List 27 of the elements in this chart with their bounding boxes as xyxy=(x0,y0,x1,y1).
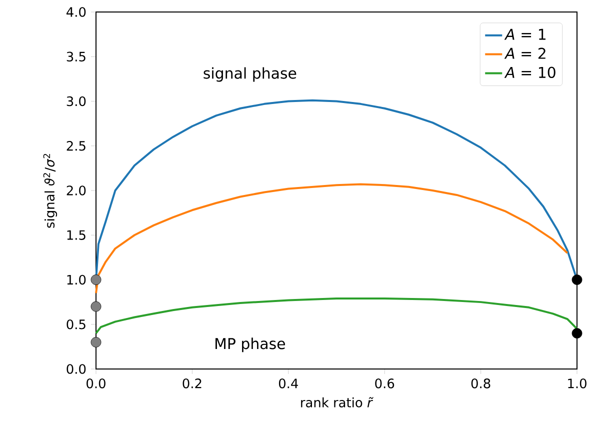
x-tick-label: 0.8 xyxy=(471,378,490,388)
y-tick-label: 0.5 xyxy=(66,319,86,330)
y-tick-label: 2.0 xyxy=(66,186,86,196)
y-tick-label: 1.5 xyxy=(67,230,86,240)
y-tick-label: 2.5 xyxy=(66,140,86,151)
annotation: signal phase xyxy=(204,67,296,82)
point xyxy=(572,274,582,285)
y-tick-label: 1.0 xyxy=(67,274,86,285)
x-tick-label: 0.2 xyxy=(182,378,202,388)
x-axis-title: rank ratio r̃ xyxy=(301,397,374,408)
y-axis-title: signal ϑ$^{2}$/σ$^{2}$ xyxy=(43,154,58,228)
legend-label: A = 1 xyxy=(504,28,546,40)
y-tick-label: 4.0 xyxy=(66,7,86,17)
point xyxy=(572,328,582,338)
y-tick-label: 3.0 xyxy=(66,96,86,106)
y-tick-label: 3.5 xyxy=(66,52,86,62)
point xyxy=(90,337,102,348)
annotation: MP phase xyxy=(216,338,285,352)
point xyxy=(90,301,102,312)
x-tick-label: 0.0 xyxy=(86,378,106,388)
x-tick-label: 1.0 xyxy=(568,378,586,388)
y-tick-label: 0.0 xyxy=(66,364,86,374)
x-tick-label: 0.6 xyxy=(375,378,394,388)
point xyxy=(90,274,102,285)
legend-label: A = 10 xyxy=(504,66,556,78)
legend-label: A = 2 xyxy=(504,48,546,59)
x-tick-label: 0.4 xyxy=(278,378,298,388)
